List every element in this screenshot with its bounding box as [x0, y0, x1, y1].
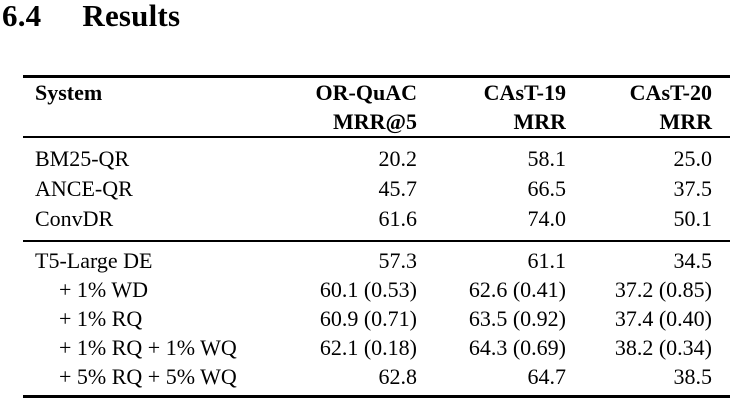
orquac-cell: 60.1 (0.53): [319, 277, 417, 302]
orquac-cell: 60.9 (0.71): [319, 306, 417, 331]
orquac-cell: 62.1 (0.18): [319, 335, 417, 360]
cast19-cell: 64.7: [527, 364, 567, 389]
header-cast19: CAsT-19 MRR: [417, 77, 566, 138]
cast20-cell: 37.4 (0.40): [614, 306, 712, 331]
orquac-cell: 45.7: [378, 176, 418, 201]
system-cell: ANCE-QR: [35, 176, 133, 201]
header-system: System: [23, 77, 273, 138]
cast20-cell: 38.5: [673, 364, 713, 389]
system-cell: + 1% RQ: [59, 306, 143, 331]
table-header: System OR-QuAC MRR@5 CAsT-19 MRR CAsT-20…: [23, 77, 730, 138]
cast20-cell: 34.5: [673, 248, 713, 273]
header-cast19-metric: MRR: [513, 109, 566, 134]
section-heading: 6.4 Results: [2, 0, 180, 33]
table-row: + 1% RQ 60.9 (0.71) 63.5 (0.92) 37.4 (0.…: [23, 304, 730, 333]
system-cell: T5-Large DE: [35, 248, 153, 273]
system-cell: + 1% RQ + 1% WQ: [59, 335, 237, 360]
table-row: + 5% RQ + 5% WQ 62.8 64.7 38.5: [23, 362, 730, 397]
system-cell: + 1% WD: [59, 277, 148, 302]
table-row: ConvDR 61.6 74.0 50.1: [23, 204, 730, 241]
orquac-cell: 61.6: [378, 206, 418, 231]
system-cell: ConvDR: [35, 206, 114, 231]
cast20-cell: 38.2 (0.34): [614, 335, 712, 360]
cast19-cell: 62.6 (0.41): [468, 277, 566, 302]
header-cast20-dataset: CAsT-20: [629, 80, 712, 105]
baselines-group: BM25-QR 20.2 58.1 25.0 ANCE-QR 45.7 66.5…: [23, 137, 730, 241]
cast19-cell: 64.3 (0.69): [468, 335, 566, 360]
header-cast20-metric: MRR: [659, 109, 712, 134]
cast19-cell: 61.1: [527, 248, 567, 273]
header-cast19-dataset: CAsT-19: [483, 80, 566, 105]
cast20-cell: 37.5: [673, 176, 713, 201]
header-orquac-metric: MRR@5: [332, 109, 417, 134]
cast19-cell: 74.0: [527, 206, 567, 231]
table-row: + 1% RQ + 1% WQ 62.1 (0.18) 64.3 (0.69) …: [23, 333, 730, 362]
t5-group: T5-Large DE 57.3 61.1 34.5 + 1% WD 60.1 …: [23, 241, 730, 397]
table-row: + 1% WD 60.1 (0.53) 62.6 (0.41) 37.2 (0.…: [23, 275, 730, 304]
cast19-cell: 63.5 (0.92): [468, 306, 566, 331]
section-number: 6.4: [2, 0, 42, 33]
results-table: System OR-QuAC MRR@5 CAsT-19 MRR CAsT-20…: [23, 75, 730, 398]
system-cell: + 5% RQ + 5% WQ: [59, 364, 237, 389]
header-row: System OR-QuAC MRR@5 CAsT-19 MRR CAsT-20…: [23, 77, 730, 138]
header-system-label: System: [35, 80, 103, 105]
orquac-cell: 20.2: [378, 146, 418, 171]
section-title: Results: [82, 0, 181, 33]
table-row: T5-Large DE 57.3 61.1 34.5: [23, 241, 730, 275]
cast19-cell: 58.1: [527, 146, 567, 171]
header-orquac-dataset: OR-QuAC: [315, 80, 417, 105]
cast20-cell: 25.0: [673, 146, 713, 171]
cast20-cell: 50.1: [673, 206, 713, 231]
table-row: BM25-QR 20.2 58.1 25.0: [23, 137, 730, 174]
system-cell: BM25-QR: [35, 146, 130, 171]
table-row: ANCE-QR 45.7 66.5 37.5: [23, 174, 730, 204]
header-cast20: CAsT-20 MRR: [566, 77, 730, 138]
header-orquac: OR-QuAC MRR@5: [273, 77, 417, 138]
orquac-cell: 57.3: [378, 248, 418, 273]
cast20-cell: 37.2 (0.85): [614, 277, 712, 302]
cast19-cell: 66.5: [527, 176, 567, 201]
orquac-cell: 62.8: [378, 364, 418, 389]
